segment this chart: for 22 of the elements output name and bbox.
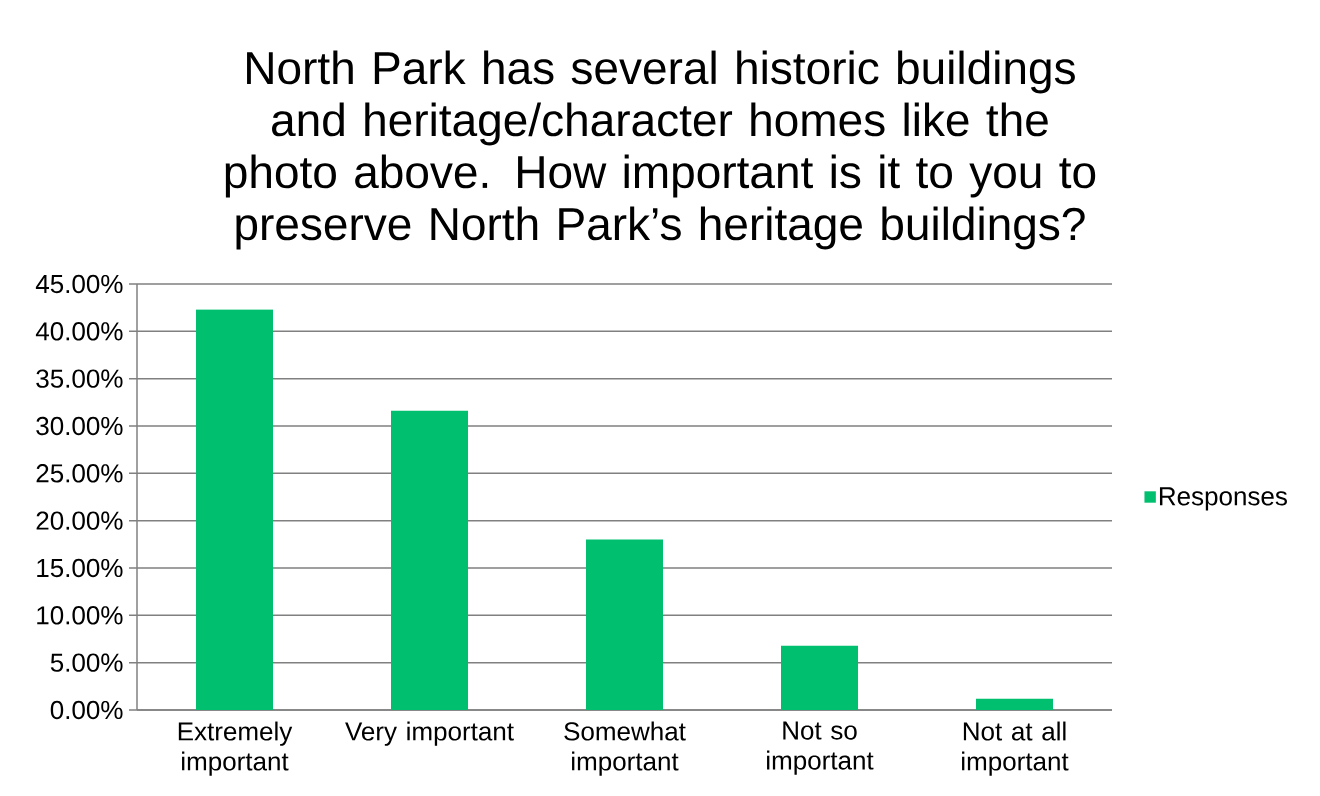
bar bbox=[391, 410, 469, 710]
y-tick-label: 40.00% bbox=[35, 322, 123, 341]
y-tick-label: 30.00% bbox=[36, 416, 123, 436]
y-tick-label: 10.00% bbox=[37, 606, 123, 625]
x-tick-label: Not at all important bbox=[962, 721, 1069, 776]
legend-label: Responses bbox=[1159, 487, 1287, 511]
bar bbox=[781, 645, 859, 710]
x-tick-label: Extremely important bbox=[178, 721, 293, 776]
y-tick-label: 15.00% bbox=[37, 558, 123, 578]
x-tick-label: Not so important bbox=[767, 721, 874, 775]
y-tick-label: 25.00% bbox=[36, 464, 123, 483]
y-tick-label: 5.00% bbox=[50, 653, 123, 672]
chart-title: North Park has several historic buildings and heritage/character homes like the photo above. How important is it to you to preserve North Park’s heritage buildings? bbox=[225, 50, 1096, 250]
y-tick-label: 35.00% bbox=[36, 369, 123, 388]
y-tick-label: 45.00% bbox=[35, 274, 123, 294]
y-tick-label: 20.00% bbox=[36, 511, 123, 530]
bar bbox=[196, 309, 274, 710]
bar bbox=[976, 698, 1054, 710]
x-tick-label: Somewhat important bbox=[564, 721, 686, 776]
bar bbox=[586, 539, 664, 710]
x-tick-label: Very important bbox=[345, 721, 514, 746]
y-tick-label: 0.00% bbox=[50, 700, 123, 720]
